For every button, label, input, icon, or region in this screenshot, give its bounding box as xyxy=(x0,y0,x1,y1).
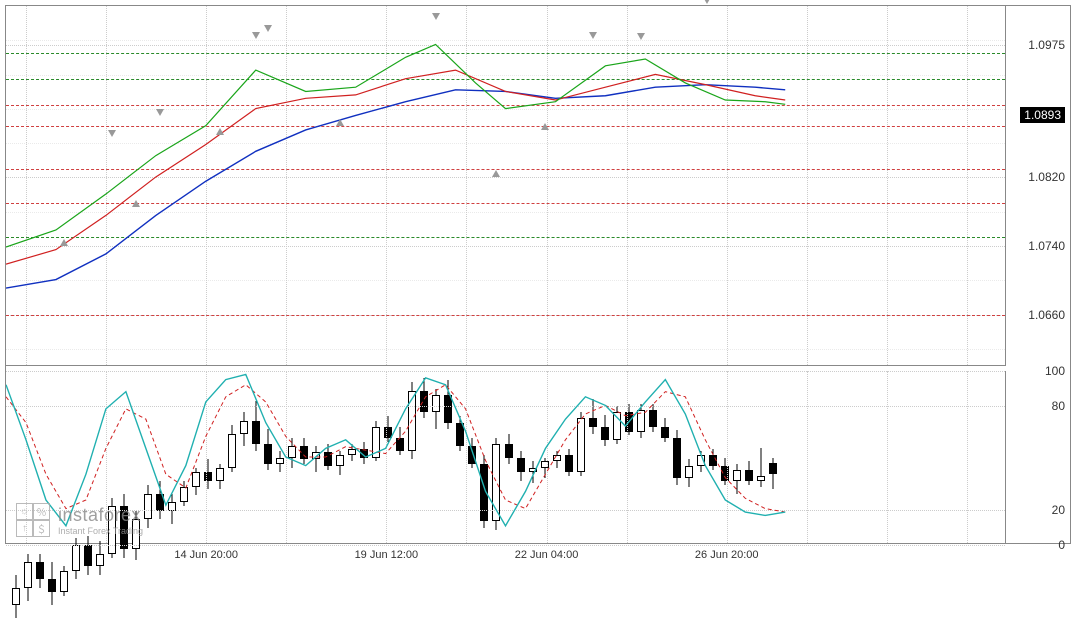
indicator-lines xyxy=(6,371,1005,543)
h-gridline xyxy=(6,45,1005,46)
x-tick-label: 14 Jun 20:00 xyxy=(174,549,238,561)
v-gridline xyxy=(727,6,728,365)
signal-arrow-up xyxy=(60,239,68,246)
v-gridline xyxy=(206,6,207,365)
chart-container: 1.0660 1.0740 1.0820 1.0975 1.0893 14 Jun 20… xyxy=(5,5,1071,544)
price-level-red xyxy=(6,203,1005,204)
brand-name: instaforex xyxy=(58,505,143,526)
v-gridline xyxy=(466,6,467,365)
signal-arrow-down xyxy=(637,33,645,40)
signal-arrow-up xyxy=(216,128,224,135)
y-tick-label: 1.0975 xyxy=(1028,38,1065,52)
price-level-green xyxy=(6,53,1005,54)
logo-icon: ☼％↑＄ xyxy=(16,503,50,537)
indicator-signal-line xyxy=(6,385,785,512)
price-level-green xyxy=(6,79,1005,80)
watermark: ☼％↑＄ instaforex Instant Forex Trading xyxy=(16,503,143,537)
v-gridline xyxy=(887,6,888,365)
signal-arrow-up xyxy=(541,123,549,130)
signal-arrow-down xyxy=(432,13,440,20)
indicator-panel[interactable]: 14 Jun 20:0019 Jun 12:0022 Jun 04:0026 J… xyxy=(6,371,1005,543)
signal-arrow-down xyxy=(252,32,260,39)
v-gridline xyxy=(627,6,628,365)
indicator-y-axis: 02080100 xyxy=(1005,371,1070,543)
y-tick-label: 1.0740 xyxy=(1028,239,1065,253)
x-tick-label: 19 Jun 12:00 xyxy=(355,549,419,561)
signal-arrow-down xyxy=(156,109,164,116)
price-y-axis: 1.0660 1.0740 1.0820 1.0975 1.0893 xyxy=(1005,6,1070,366)
signal-arrow-down xyxy=(703,0,711,4)
v-gridline xyxy=(807,6,808,365)
indicator-y-tick: 100 xyxy=(1045,364,1065,378)
ma-overlay xyxy=(6,6,1005,365)
v-gridline xyxy=(286,6,287,365)
v-gridline xyxy=(547,6,548,365)
indicator-y-tick: 80 xyxy=(1052,399,1065,413)
price-level-red xyxy=(6,315,1005,316)
signal-arrow-down xyxy=(264,25,272,32)
signal-arrow-down xyxy=(589,32,597,39)
ma-red xyxy=(6,70,785,264)
y-tick-label: 1.0820 xyxy=(1028,170,1065,184)
x-tick-label: 26 Jun 20:00 xyxy=(695,549,759,561)
price-level-red xyxy=(6,105,1005,106)
indicator-y-tick: 0 xyxy=(1058,538,1065,552)
indicator-y-tick: 20 xyxy=(1052,503,1065,517)
signal-arrow-down xyxy=(108,130,116,137)
signal-arrow-up xyxy=(336,119,344,126)
v-gridline xyxy=(106,6,107,365)
y-tick-label: 1.0660 xyxy=(1028,308,1065,322)
brand-tagline: Instant Forex Trading xyxy=(58,526,143,536)
signal-arrow-up xyxy=(132,200,140,207)
price-level-red xyxy=(6,169,1005,170)
signal-arrow-up xyxy=(492,170,500,177)
x-tick-label: 22 Jun 04:00 xyxy=(515,549,579,561)
v-gridline xyxy=(386,6,387,365)
v-gridline xyxy=(967,6,968,365)
watermark-text: instaforex Instant Forex Trading xyxy=(58,505,143,536)
ma-blue xyxy=(6,85,785,288)
price-level-green xyxy=(6,237,1005,238)
price-chart-panel[interactable] xyxy=(6,6,1005,366)
v-gridline xyxy=(26,6,27,365)
price-level-red xyxy=(6,126,1005,127)
current-price-badge: 1.0893 xyxy=(1020,107,1065,123)
